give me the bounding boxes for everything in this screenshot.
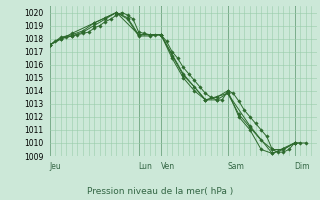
Text: Dim: Dim: [294, 162, 310, 171]
Text: Ven: Ven: [161, 162, 175, 171]
Text: Jeu: Jeu: [50, 162, 61, 171]
Text: Sam: Sam: [228, 162, 244, 171]
Text: Lun: Lun: [139, 162, 153, 171]
Text: Pression niveau de la mer( hPa ): Pression niveau de la mer( hPa ): [87, 187, 233, 196]
